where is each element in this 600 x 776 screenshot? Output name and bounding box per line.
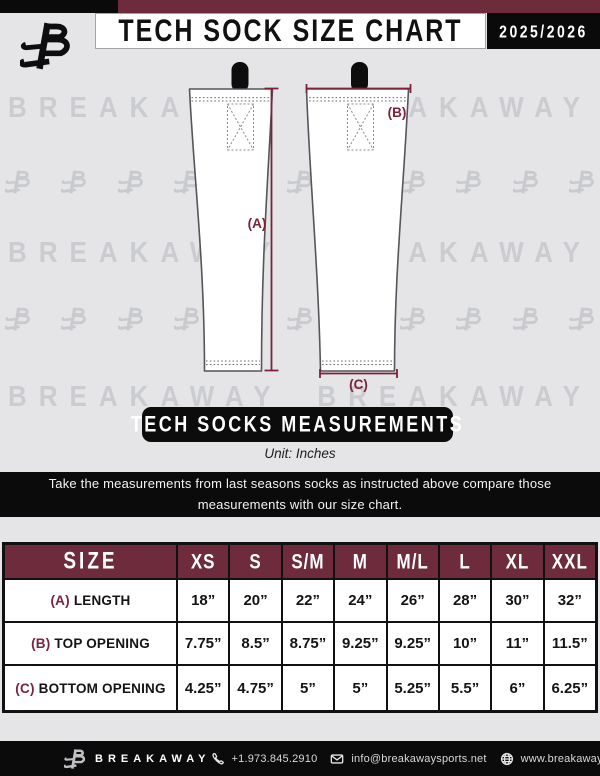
size-table: SIZE XS S S/M M M/L L XL XXL (A) LENGTH 18” 20” 22” 24… <box>2 542 598 713</box>
phone-icon <box>211 752 224 764</box>
stitch-box <box>227 103 254 151</box>
size-value-cell: 5.25” <box>387 666 438 710</box>
size-value-cell: 6” <box>492 666 543 710</box>
size-value-cell: 7.75” <box>178 623 229 664</box>
sock-tab <box>231 62 249 92</box>
title-banner: TECH SOCK SIZE CHART <box>95 13 486 49</box>
column-header: XL <box>492 545 543 578</box>
size-value-cell: 9.25” <box>387 623 438 664</box>
instruction-text: Take the measurements from last seasons … <box>48 476 552 512</box>
column-header: S/M <box>282 545 334 578</box>
sock-diagram: (A) (B) (C) <box>188 62 412 392</box>
footer-contacts: +1.973.845.2910 info@breakawaysports.net… <box>211 752 600 766</box>
measurement-line-a <box>264 87 279 372</box>
row-label: (B) TOP OPENING <box>5 623 176 664</box>
season-badge: 2025/2026 <box>487 13 600 49</box>
size-value-cell: 30” <box>492 580 543 621</box>
column-header: S <box>230 545 281 578</box>
column-header: XS <box>178 545 229 578</box>
label-c: (C) <box>349 377 368 392</box>
footer-brand: BREAKAWAY <box>64 747 211 771</box>
right-sock <box>305 62 410 372</box>
season-label: 2025/2026 <box>499 21 588 41</box>
sock-tab <box>351 62 368 92</box>
size-value-cell: 24” <box>335 580 386 621</box>
column-header: M/L <box>387 545 438 578</box>
size-value-cell: 32” <box>544 580 595 621</box>
size-value-cell: 11.5” <box>544 623 595 664</box>
page-title: TECH SOCK SIZE CHART <box>118 12 463 48</box>
measurement-line-c <box>319 369 398 378</box>
footer-phone-text: +1.973.845.2910 <box>231 752 318 765</box>
footer-email[interactable]: info@breakawaysports.net <box>330 752 486 766</box>
size-value-cell: 9.25” <box>335 623 386 664</box>
unit-label: Unit: Inches <box>264 446 336 461</box>
size-value-cell: 22” <box>282 580 334 621</box>
size-value-cell: 20” <box>230 580 281 621</box>
label-b: (B) <box>388 105 407 120</box>
size-value-cell: 8.5” <box>230 623 281 664</box>
size-value-cell: 4.25” <box>178 666 229 710</box>
size-value-cell: 4.75” <box>230 666 281 710</box>
measurement-line-b <box>305 84 412 93</box>
size-value-cell: 26” <box>387 580 438 621</box>
size-value-cell: 18” <box>178 580 229 621</box>
instruction-strip: Take the measurements from last seasons … <box>0 472 600 517</box>
column-header: XXL <box>544 545 595 578</box>
footer-email-text: info@breakawaysports.net <box>351 752 487 765</box>
watermark-text: BREAKAWAY BREAKAWAY <box>7 379 593 413</box>
top-bar-black <box>0 0 118 13</box>
left-sock <box>188 62 274 372</box>
size-value-cell: 11” <box>492 623 543 664</box>
globe-icon <box>500 752 513 765</box>
size-value-cell: 28” <box>439 580 491 621</box>
size-value-cell: 5” <box>335 666 386 710</box>
watermark-text: BREAKAWAY BREAKAWAY <box>7 235 593 269</box>
row-label: (A) LENGTH <box>5 580 176 621</box>
label-a: (A) <box>248 216 267 231</box>
size-value-cell: 8.75” <box>282 623 334 664</box>
size-value-cell: 5” <box>282 666 334 710</box>
size-value-cell: 10” <box>439 623 491 664</box>
footer-phone[interactable]: +1.973.845.2910 <box>211 752 318 766</box>
footer: BREAKAWAY +1.973.845.2910 info@breakaway… <box>0 741 600 776</box>
size-value-cell: 6.25” <box>544 666 595 710</box>
measurements-banner: TECH SOCKS MEASUREMENTS <box>131 407 462 442</box>
email-icon <box>331 753 344 764</box>
top-bar-maroon <box>118 0 600 13</box>
measurements-banner-label: TECH SOCKS MEASUREMENTS <box>130 411 465 437</box>
footer-brand-name: BREAKAWAY <box>95 752 211 765</box>
breakaway-logo-icon <box>64 747 86 771</box>
stitch-box <box>347 103 374 151</box>
row-label: (C) BOTTOM OPENING <box>5 666 176 710</box>
column-header: M <box>335 545 386 578</box>
column-header: L <box>439 545 491 578</box>
size-value-cell: 5.5” <box>439 666 491 710</box>
watermark-text: BREAKAWAY BREAKAWAY <box>7 90 593 124</box>
footer-website[interactable]: www.breakawaysports.net <box>500 752 600 766</box>
column-header: SIZE <box>5 545 176 578</box>
footer-website-text: www.breakawaysports.net <box>520 752 600 765</box>
